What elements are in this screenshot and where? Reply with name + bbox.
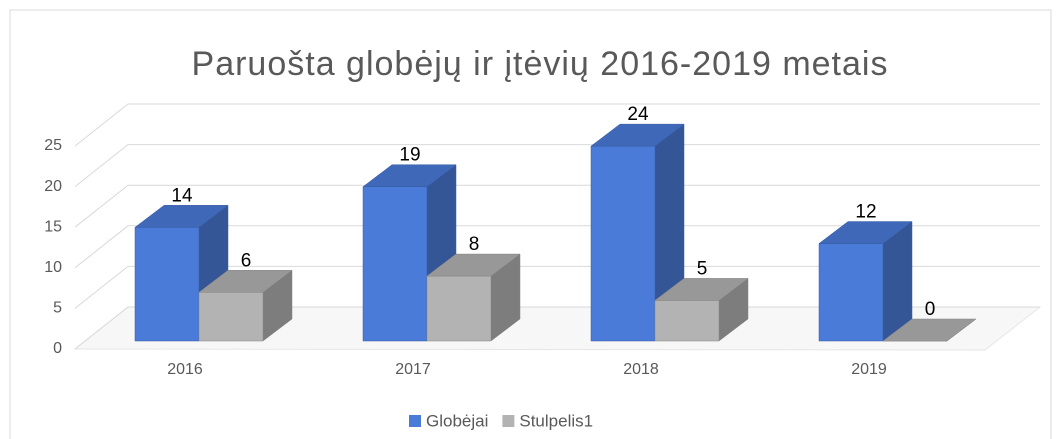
bar-front [818, 243, 884, 342]
bar-top [882, 318, 977, 342]
legend-label: Globėjai [426, 411, 488, 430]
legend-swatch [502, 415, 515, 427]
data-label: 6 [241, 250, 252, 271]
bar [590, 123, 685, 342]
bar-top [198, 270, 293, 293]
legend-label: Stulpelis1 [519, 411, 593, 430]
bar-front [134, 227, 200, 342]
chart-title: Paruošta globėjų ir įtėvių 2016-2019 met… [192, 45, 889, 83]
bar-top [818, 221, 913, 244]
bar [198, 269, 293, 342]
y-tick-label: 25 [44, 137, 62, 154]
bar [818, 221, 913, 342]
data-label: 19 [399, 145, 420, 166]
bar-top [654, 278, 749, 301]
data-label: 24 [627, 104, 649, 125]
bar-top [362, 164, 457, 187]
bar-front [198, 292, 264, 342]
data-label: 8 [469, 234, 480, 255]
bar-top [134, 205, 229, 228]
y-tick-label: 15 [44, 218, 62, 235]
bar [882, 318, 977, 342]
bar-top [590, 123, 685, 147]
bar [654, 277, 749, 342]
x-tick-label: 2016 [167, 361, 203, 378]
x-tick-label: 2018 [623, 361, 659, 378]
grid-line [74, 265, 1040, 309]
y-tick-label: 5 [53, 300, 62, 317]
bar-front [362, 186, 428, 342]
grid-line [74, 184, 1040, 228]
y-tick-label: 20 [44, 178, 62, 195]
y-tick-label: 0 [53, 340, 62, 357]
y-tick-label: 10 [44, 259, 62, 276]
grid-line [74, 225, 1040, 269]
data-label: 14 [171, 185, 193, 206]
bar-top [426, 253, 521, 277]
bar-front [590, 145, 656, 342]
data-label: 12 [855, 202, 876, 223]
bar-front [426, 275, 492, 342]
data-label: 0 [925, 299, 936, 320]
legend-swatch [409, 415, 421, 427]
data-label: 5 [697, 258, 708, 279]
x-tick-label: 2017 [395, 361, 431, 378]
x-tick-label: 2019 [851, 361, 887, 378]
grid-line [74, 103, 1040, 147]
bar-front [654, 300, 720, 342]
grid-line [74, 144, 1040, 187]
bar [426, 253, 521, 342]
